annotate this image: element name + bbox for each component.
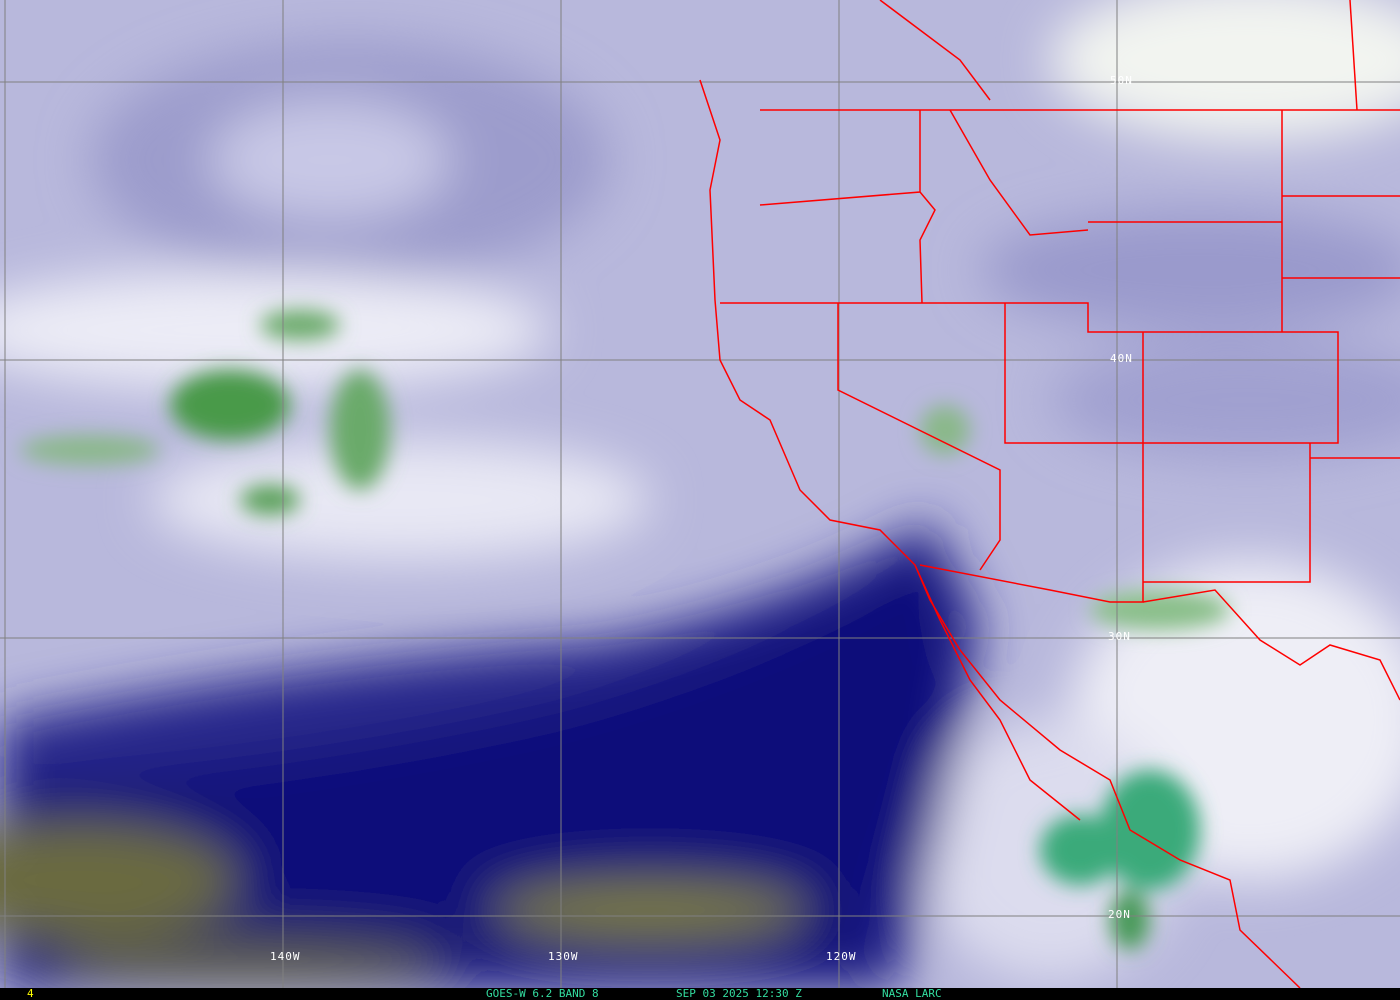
- cloud-tops: [20, 310, 1230, 950]
- lon-label-120w: 120W: [826, 950, 857, 963]
- lon-label-130w: 130W: [548, 950, 579, 963]
- caption-bar: 4 GOES-W 6.2 BAND 8 SEP 03 2025 12:30 Z …: [0, 988, 1400, 1000]
- lat-label-50n: 50N: [1110, 74, 1133, 87]
- lat-label-40n: 40N: [1110, 352, 1133, 365]
- timestamp: SEP 03 2025 12:30 Z: [676, 987, 802, 1000]
- satellite-band: GOES-W 6.2 BAND 8: [486, 987, 599, 1000]
- political-borders: [699, 0, 1400, 988]
- lon-label-140w: 140W: [270, 950, 301, 963]
- lat-label-30n: 30N: [1108, 630, 1131, 643]
- source-credit: NASA LARC: [882, 987, 942, 1000]
- frame-number: 4: [27, 987, 34, 1000]
- lat-label-20n: 20N: [1108, 908, 1131, 921]
